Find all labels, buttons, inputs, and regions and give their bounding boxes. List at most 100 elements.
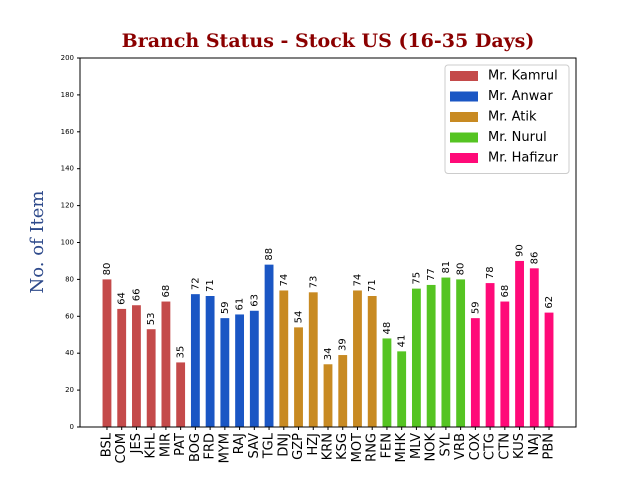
- legend-label: Mr. Hafizur: [488, 151, 559, 166]
- x-tick-label: DNJ: [276, 433, 291, 457]
- x-tick-label: PBN: [542, 433, 557, 459]
- x-tick-label: FEN: [379, 433, 394, 458]
- x-tick-label: CTN: [497, 433, 512, 460]
- bar: [515, 260, 524, 427]
- value-label: 41: [397, 335, 408, 348]
- bar: [235, 314, 245, 427]
- bar: [279, 290, 289, 427]
- x-tick-label: BSL: [99, 432, 114, 457]
- bar: [117, 308, 127, 427]
- x-tick-label: MHK: [394, 433, 409, 463]
- x-tick-label: KRN: [321, 433, 336, 460]
- value-label: 77: [426, 268, 437, 281]
- value-label: 72: [190, 277, 201, 290]
- value-label: 48: [382, 322, 393, 335]
- x-tick-label: CTG: [483, 433, 498, 460]
- value-label: 68: [161, 285, 172, 298]
- value-label: 34: [323, 348, 334, 361]
- x-tick-label: SYL: [438, 432, 453, 456]
- y-tick-label: 20: [65, 386, 74, 394]
- bar: [544, 312, 554, 427]
- x-tick-label: RNG: [365, 433, 380, 462]
- bar: [323, 364, 333, 427]
- bar: [353, 290, 362, 427]
- value-label: 35: [176, 346, 187, 359]
- value-label: 71: [205, 279, 216, 292]
- value-label: 53: [146, 312, 157, 325]
- bar: [294, 327, 303, 427]
- bar: [264, 264, 274, 427]
- bar: [190, 294, 200, 427]
- x-tick-label: FRD: [203, 433, 218, 460]
- value-label: 78: [485, 266, 496, 279]
- legend-swatch: [450, 71, 478, 81]
- y-tick-label: 100: [61, 239, 74, 247]
- bar: [249, 310, 259, 427]
- y-tick-label: 40: [65, 349, 74, 357]
- bar: [500, 301, 510, 427]
- value-label: 73: [308, 276, 319, 289]
- value-label: 39: [338, 338, 349, 351]
- value-label: 81: [441, 261, 452, 274]
- x-tick-label: NAJ: [527, 433, 542, 455]
- value-label: 88: [264, 248, 275, 261]
- legend-swatch: [450, 132, 478, 143]
- x-tick-label: HZJ: [306, 433, 321, 456]
- bar: [426, 284, 436, 427]
- bar: [132, 305, 141, 427]
- value-label: 59: [470, 301, 481, 314]
- x-tick-label: VRB: [453, 433, 468, 460]
- y-tick-label: 0: [70, 423, 74, 431]
- legend-swatch: [450, 153, 478, 163]
- value-label: 71: [367, 279, 378, 292]
- y-tick-label: 120: [61, 202, 74, 210]
- x-tick-label: KHL: [144, 432, 159, 458]
- value-label: 80: [102, 263, 113, 276]
- x-tick-label: RAJ: [232, 433, 247, 454]
- chart-title: Branch Status - Stock US (16-35 Days): [122, 30, 535, 52]
- y-axis-label: No. of Item: [27, 191, 48, 294]
- value-label: 80: [456, 263, 467, 276]
- bar: [411, 288, 421, 427]
- x-tick-label: KUS: [512, 433, 527, 459]
- bar: [205, 296, 215, 427]
- x-tick-label: KSG: [335, 433, 350, 460]
- legend-label: Mr. Nurul: [488, 130, 547, 145]
- x-tick-label: PAT: [173, 433, 188, 456]
- bar: [382, 338, 392, 427]
- y-tick-label: 140: [61, 165, 74, 173]
- bar: [338, 355, 348, 427]
- x-tick-label: MIR: [158, 433, 173, 457]
- value-label: 62: [544, 296, 555, 309]
- bar: [367, 296, 377, 427]
- value-label: 68: [500, 285, 511, 298]
- y-tick-label: 200: [61, 54, 74, 62]
- value-label: 59: [220, 301, 231, 314]
- legend-swatch: [450, 91, 478, 102]
- bar: [146, 329, 156, 427]
- bar: [176, 362, 186, 427]
- x-tick-label: NOK: [424, 433, 439, 462]
- y-tick-label: 60: [65, 312, 74, 320]
- bar: [441, 277, 451, 427]
- bar: [456, 279, 466, 427]
- value-label: 61: [235, 298, 246, 311]
- value-label: 74: [279, 274, 290, 287]
- value-label: 64: [117, 292, 128, 305]
- legend-swatch: [450, 112, 478, 122]
- bar: [102, 279, 112, 427]
- x-tick-label: GZP: [291, 433, 306, 460]
- y-tick-label: 160: [61, 128, 74, 136]
- bar: [308, 292, 318, 427]
- x-tick-label: MOT: [350, 433, 365, 462]
- x-tick-label: MLV: [409, 433, 424, 459]
- x-tick-label: BOG: [188, 433, 203, 462]
- bar: [529, 268, 539, 427]
- x-tick-label: MYM: [217, 433, 232, 463]
- legend: Mr. Kamrul Mr. Anwar Mr. Atik Mr. Nurul Mr. …: [444, 64, 570, 174]
- legend-label: Mr. Anwar: [488, 89, 553, 104]
- value-label: 75: [411, 272, 422, 285]
- legend-label: Mr. Kamrul: [488, 69, 558, 84]
- x-tick-label: JES: [129, 433, 144, 454]
